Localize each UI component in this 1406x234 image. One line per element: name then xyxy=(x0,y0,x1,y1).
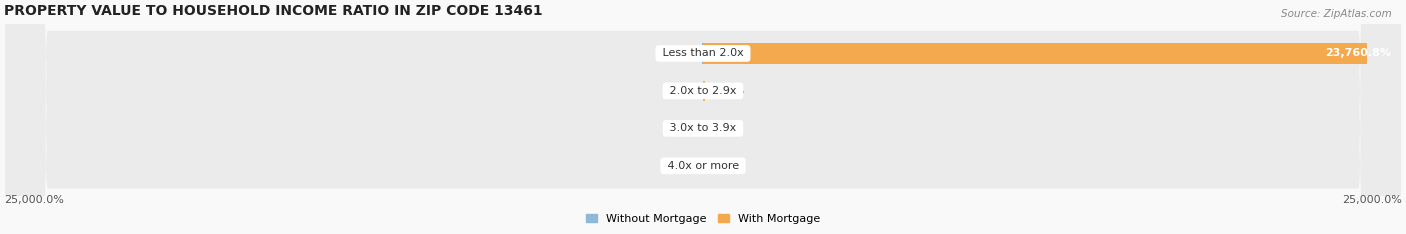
Text: 53.0%: 53.0% xyxy=(662,48,697,58)
Text: 6.9%: 6.9% xyxy=(707,161,735,171)
Text: 23,760.8%: 23,760.8% xyxy=(1324,48,1391,58)
FancyBboxPatch shape xyxy=(6,0,1400,234)
Text: 25,000.0%: 25,000.0% xyxy=(1341,195,1402,205)
Text: 2.0x to 2.9x: 2.0x to 2.9x xyxy=(666,86,740,96)
Text: Source: ZipAtlas.com: Source: ZipAtlas.com xyxy=(1281,9,1392,19)
Bar xyxy=(703,43,1367,64)
Text: 17.8%: 17.8% xyxy=(662,123,699,133)
Text: 25,000.0%: 25,000.0% xyxy=(4,195,65,205)
Text: 13.6%: 13.6% xyxy=(664,86,699,96)
Text: 16.0%: 16.0% xyxy=(707,123,742,133)
Bar xyxy=(702,43,703,64)
Text: 4.0x or more: 4.0x or more xyxy=(664,161,742,171)
Text: 15.6%: 15.6% xyxy=(664,161,699,171)
Bar xyxy=(703,80,704,101)
Text: 3.0x to 3.9x: 3.0x to 3.9x xyxy=(666,123,740,133)
Text: 63.6%: 63.6% xyxy=(709,86,744,96)
FancyBboxPatch shape xyxy=(6,0,1400,234)
Text: Less than 2.0x: Less than 2.0x xyxy=(659,48,747,58)
Text: PROPERTY VALUE TO HOUSEHOLD INCOME RATIO IN ZIP CODE 13461: PROPERTY VALUE TO HOUSEHOLD INCOME RATIO… xyxy=(4,4,543,18)
FancyBboxPatch shape xyxy=(6,0,1400,234)
Legend: Without Mortgage, With Mortgage: Without Mortgage, With Mortgage xyxy=(582,209,824,228)
FancyBboxPatch shape xyxy=(6,0,1400,234)
